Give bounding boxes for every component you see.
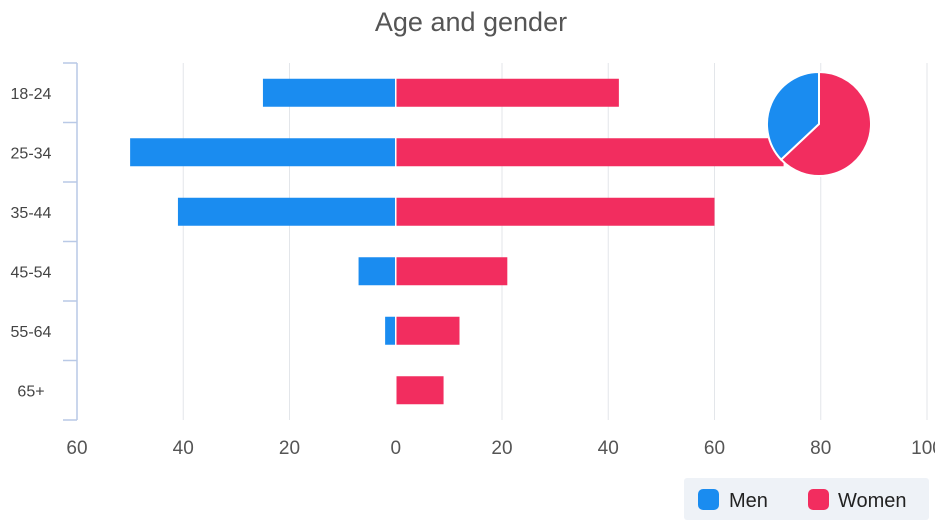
y-tick-label: 45-54 bbox=[11, 264, 52, 281]
bar-men-45-54[interactable] bbox=[358, 257, 396, 286]
legend-label-women: Women bbox=[838, 490, 907, 512]
x-tick-labels: 60 40 20 0 20 40 60 80 100 bbox=[66, 438, 935, 459]
bar-men-25-34[interactable] bbox=[130, 138, 396, 167]
pie-slice-women[interactable] bbox=[779, 70, 872, 177]
bar-men-55-64[interactable] bbox=[385, 316, 396, 345]
legend-item-women[interactable]: Women bbox=[808, 489, 907, 512]
y-tick-label: 25-34 bbox=[11, 145, 52, 162]
x-tick-label: 60 bbox=[66, 438, 87, 459]
x-tick-label: 80 bbox=[810, 438, 831, 459]
y-tick-label: 55-64 bbox=[11, 324, 52, 341]
x-tick-label: 20 bbox=[491, 438, 512, 459]
x-tick-label: 0 bbox=[390, 438, 401, 459]
y-tick-label: 18-24 bbox=[11, 86, 52, 103]
legend-swatch-men bbox=[698, 489, 719, 510]
legend-label-men: Men bbox=[729, 490, 768, 512]
y-tick-labels: 18-24 25-34 35-44 45-54 55-64 65+ bbox=[11, 86, 52, 401]
legend: Men Women bbox=[684, 478, 929, 520]
bars bbox=[130, 63, 784, 420]
x-tick-label: 60 bbox=[704, 438, 725, 459]
y-tick-label: 65+ bbox=[17, 383, 44, 400]
bar-women-45-54[interactable] bbox=[395, 257, 508, 286]
pie-slice-men[interactable] bbox=[766, 70, 820, 162]
x-tick-label: 20 bbox=[279, 438, 300, 459]
bar-women-65+[interactable] bbox=[395, 376, 444, 405]
bar-men-35-44[interactable] bbox=[177, 197, 396, 226]
x-tick-label: 40 bbox=[598, 438, 619, 459]
bar-women-18-24[interactable] bbox=[395, 78, 619, 107]
bar-women-55-64[interactable] bbox=[395, 316, 460, 345]
bar-women-35-44[interactable] bbox=[395, 197, 715, 226]
x-tick-label: 40 bbox=[173, 438, 194, 459]
legend-background bbox=[684, 478, 929, 520]
y-axis bbox=[63, 62, 78, 421]
y-tick-label: 35-44 bbox=[11, 205, 52, 222]
chart-title: Age and gender bbox=[375, 7, 567, 37]
bar-women-25-34[interactable] bbox=[395, 138, 784, 167]
x-tick-label: 100 bbox=[911, 438, 935, 459]
legend-swatch-women bbox=[808, 489, 829, 510]
bar-men-18-24[interactable] bbox=[262, 78, 396, 107]
pie-chart bbox=[766, 70, 872, 177]
legend-item-men[interactable]: Men bbox=[698, 489, 768, 512]
